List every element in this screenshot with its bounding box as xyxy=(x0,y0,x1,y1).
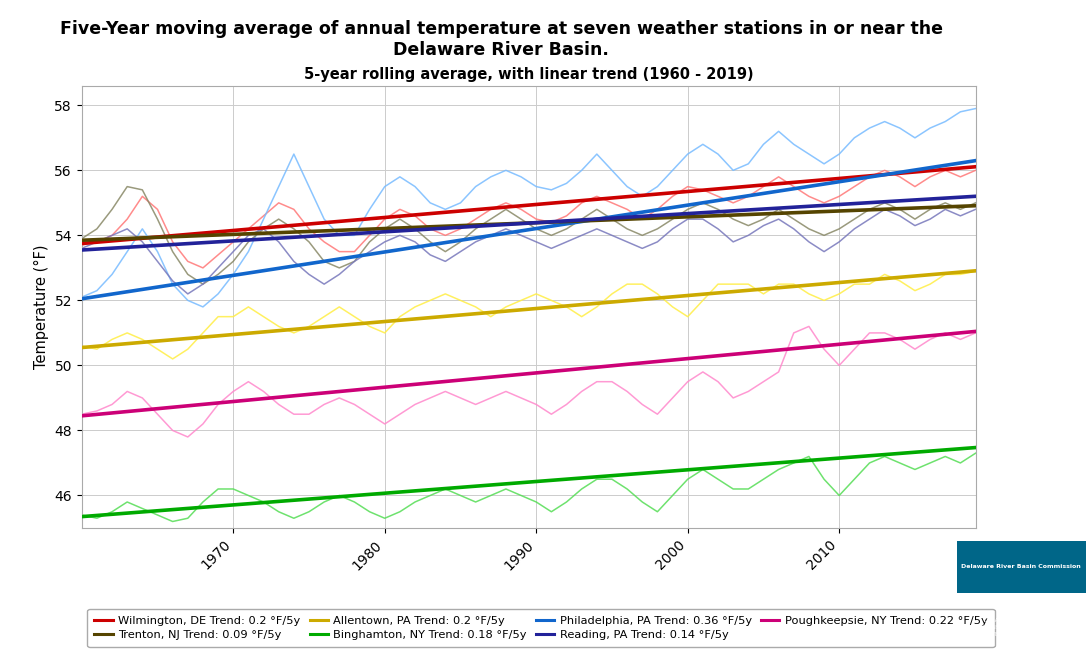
Y-axis label: Temperature (°F): Temperature (°F) xyxy=(34,245,49,369)
FancyBboxPatch shape xyxy=(957,541,1086,593)
Text: Delaware River Basin Commission: Delaware River Basin Commission xyxy=(961,564,1081,569)
Legend: Wilmington, DE Trend: 0.2 °F/5y, Trenton, NJ Trend: 0.09 °F/5y, Allentown, PA Tr: Wilmington, DE Trend: 0.2 °F/5y, Trenton… xyxy=(87,609,995,647)
Title: 5-year rolling average, with linear trend (1960 - 2019): 5-year rolling average, with linear tren… xyxy=(304,67,753,82)
Text: DELAWARE  •  NEW JERSEY
PENNSYLVANIA  •  NEW YORK
UNITED STATES OF AMERICA: DELAWARE • NEW JERSEY PENNSYLVANIA • NEW… xyxy=(981,618,1062,638)
Text: Five-Year moving average of annual temperature at seven weather stations in or n: Five-Year moving average of annual tempe… xyxy=(60,20,943,59)
